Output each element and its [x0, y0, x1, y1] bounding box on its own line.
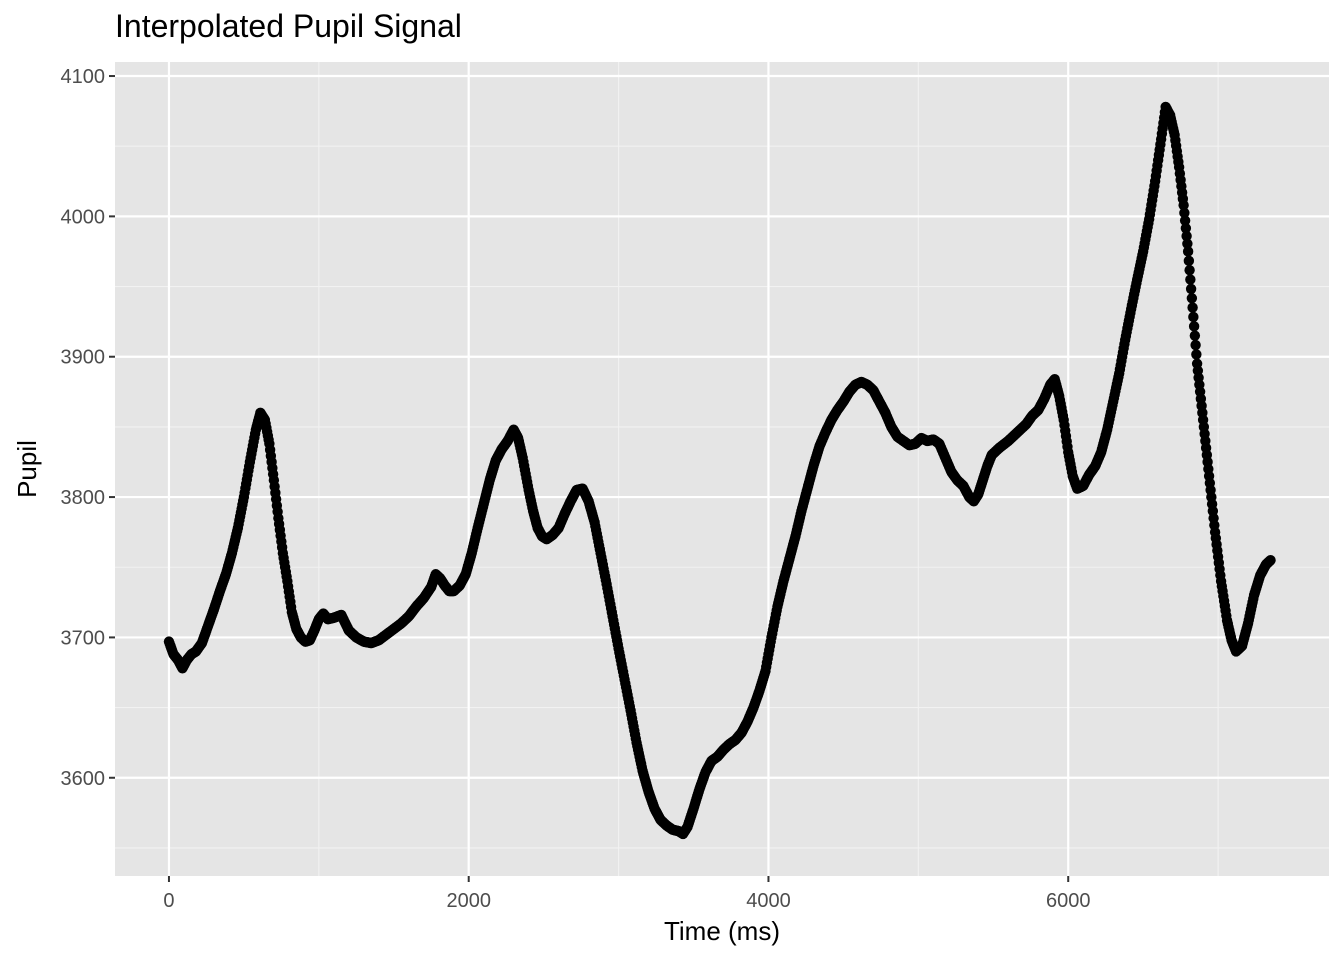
x-tick-label: 4000	[746, 890, 791, 912]
data-point	[1185, 274, 1196, 285]
data-point	[1183, 255, 1195, 267]
y-tick-label: 3900	[61, 347, 106, 369]
data-point	[1179, 207, 1190, 219]
data-point	[1191, 349, 1202, 360]
data-point	[1184, 264, 1195, 276]
x-axis-ticks: 0 2000 4000 6000	[163, 876, 1090, 912]
data-point	[1178, 199, 1189, 211]
chart-title: Interpolated Pupil Signal	[115, 8, 462, 44]
data-point	[1185, 283, 1197, 295]
data-point	[1181, 230, 1192, 242]
x-tick-label: 6000	[1046, 890, 1091, 912]
data-point	[1182, 238, 1193, 249]
data-point	[1189, 330, 1201, 341]
data-points	[163, 101, 1276, 840]
data-point	[1182, 246, 1194, 257]
data-point	[1265, 555, 1276, 566]
y-axis-title: Pupil	[12, 440, 42, 498]
data-point	[1188, 321, 1200, 332]
data-point	[1180, 223, 1192, 234]
plot-panel	[115, 62, 1329, 876]
data-point	[1187, 302, 1198, 313]
y-tick-label: 3700	[61, 627, 106, 649]
y-tick-label: 3600	[61, 768, 106, 790]
x-tick-label: 2000	[446, 890, 491, 912]
y-axis-ticks: 3600 3700 3800 3900 4000 4100	[61, 66, 115, 790]
x-tick-label: 0	[163, 890, 174, 912]
y-tick-label: 4000	[61, 206, 106, 228]
minor-gridlines	[115, 62, 1329, 876]
x-axis-title: Time (ms)	[664, 916, 780, 946]
data-point	[1179, 215, 1191, 226]
y-tick-label: 3800	[61, 487, 106, 509]
y-tick-label: 4100	[61, 66, 106, 88]
major-gridlines	[115, 62, 1329, 876]
data-point	[1186, 293, 1198, 304]
data-point	[1188, 311, 1199, 323]
data-point	[1190, 339, 1201, 351]
